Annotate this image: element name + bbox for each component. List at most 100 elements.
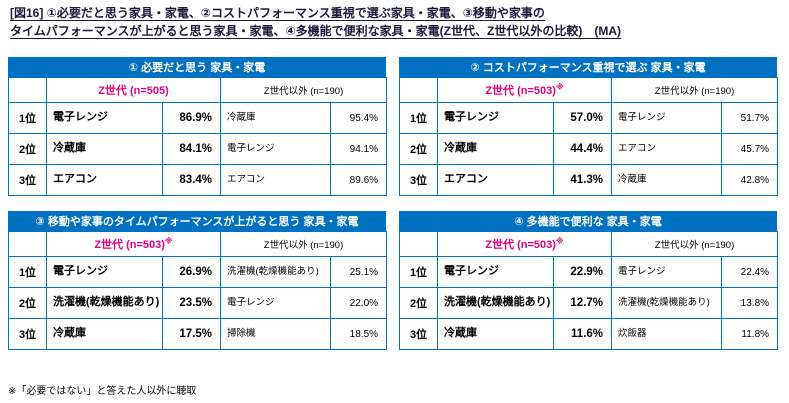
z-percent-cell: 22.9%: [552, 256, 613, 288]
other-item-cell: エアコン: [611, 133, 723, 165]
other-percent-cell: 95.4%: [330, 102, 388, 134]
z-generation-label: Z世代 (n=503): [485, 239, 556, 251]
rank-cell: 2位: [399, 287, 438, 319]
table-3-grid: Z世代 (n=503)※ Z世代以外 (n=190) 1位 電子レンジ 26.9…: [8, 231, 388, 350]
z-percent-cell: 86.9%: [161, 102, 222, 134]
z-percent-cell: 17.5%: [161, 318, 222, 350]
other-item-cell: 電子レンジ: [220, 133, 332, 165]
other-item-cell: 電子レンジ: [611, 102, 723, 134]
non-z-generation-header: Z世代以外 (n=190): [611, 77, 779, 103]
z-item-cell: 冷蔵庫: [46, 133, 163, 165]
table-row: 2位 冷蔵庫 44.4% エアコン 45.7%: [399, 133, 779, 165]
z-percent-cell: 83.4%: [161, 164, 222, 196]
column-header-row: Z世代 (n=503)※ Z世代以外 (n=190): [399, 231, 779, 257]
other-percent-cell: 45.7%: [721, 133, 779, 165]
survey-footnote: ※「必要ではない」と答えた人以外に聴取: [8, 386, 197, 397]
z-percent-cell: 11.6%: [552, 318, 613, 350]
rank-cell: 3位: [399, 318, 438, 350]
z-generation-header: Z世代 (n=505): [45, 77, 222, 103]
table-row: 3位 エアコン 41.3% 冷蔵庫 42.8%: [399, 164, 779, 196]
z-item-cell: 電子レンジ: [46, 102, 163, 134]
other-percent-cell: 51.7%: [721, 102, 779, 134]
other-percent-cell: 94.1%: [330, 133, 388, 165]
other-percent-cell: 11.8%: [721, 318, 779, 350]
z-item-cell: 冷蔵庫: [437, 318, 554, 350]
table-1-title: ① 必要だと思う 家具・家電: [8, 57, 386, 77]
table-2-grid: Z世代 (n=503)※ Z世代以外 (n=190) 1位 電子レンジ 57.0…: [399, 77, 779, 196]
table-3-title: ③ 移動や家事のタイムパフォーマンスが上がると思う 家具・家電: [8, 211, 386, 231]
z-generation-label: Z世代 (n=505): [98, 85, 169, 97]
rank-cell: 3位: [8, 164, 47, 196]
z-generation-label: Z世代 (n=503): [94, 239, 165, 251]
z-percent-cell: 26.9%: [161, 256, 222, 288]
table-time-performance: ③ 移動や家事のタイムパフォーマンスが上がると思う 家具・家電 Z世代 (n=5…: [8, 211, 388, 350]
table-multifunction: ④ 多機能で便利な 家具・家電 Z世代 (n=503)※ Z世代以外 (n=19…: [399, 211, 779, 350]
z-item-cell: 洗濯機(乾燥機能あり): [46, 287, 163, 319]
z-item-cell: 電子レンジ: [46, 256, 163, 288]
blank-cell: [399, 231, 438, 257]
z-percent-cell: 23.5%: [161, 287, 222, 319]
non-z-generation-header: Z世代以外 (n=190): [220, 231, 388, 257]
table-row: 3位 冷蔵庫 11.6% 炊飯器 11.8%: [399, 318, 779, 350]
z-generation-header: Z世代 (n=503)※: [45, 231, 222, 257]
column-header-row: Z世代 (n=503)※ Z世代以外 (n=190): [399, 77, 779, 103]
table-row: 2位 冷蔵庫 84.1% 電子レンジ 94.1%: [8, 133, 388, 165]
other-item-cell: 電子レンジ: [220, 287, 332, 319]
table-row: 2位 洗濯機(乾燥機能あり) 12.7% 洗濯機(乾燥機能あり) 13.8%: [399, 287, 779, 319]
other-item-cell: 冷蔵庫: [611, 164, 723, 196]
table-row: 1位 電子レンジ 26.9% 洗濯機(乾燥機能あり) 25.1%: [8, 256, 388, 288]
other-percent-cell: 18.5%: [330, 318, 388, 350]
other-item-cell: 炊飯器: [611, 318, 723, 350]
table-row: 3位 エアコン 83.4% エアコン 89.6%: [8, 164, 388, 196]
figure-title: [図16] ①必要だと思う家具・家電、②コストパフォーマンス重視で選ぶ家具・家電…: [10, 6, 621, 38]
other-item-cell: 電子レンジ: [611, 256, 723, 288]
table-4-grid: Z世代 (n=503)※ Z世代以外 (n=190) 1位 電子レンジ 22.9…: [399, 231, 779, 350]
other-percent-cell: 25.1%: [330, 256, 388, 288]
other-item-cell: 掃除機: [220, 318, 332, 350]
table-row: 1位 電子レンジ 86.9% 冷蔵庫 95.4%: [8, 102, 388, 134]
column-header-row: Z世代 (n=505) Z世代以外 (n=190): [8, 77, 388, 103]
other-item-cell: 洗濯機(乾燥機能あり): [220, 256, 332, 288]
rank-cell: 2位: [8, 287, 47, 319]
rank-cell: 1位: [8, 102, 47, 134]
rank-cell: 3位: [8, 318, 47, 350]
z-item-cell: 冷蔵庫: [437, 133, 554, 165]
z-percent-cell: 44.4%: [552, 133, 613, 165]
z-generation-label: Z世代 (n=503): [485, 85, 556, 97]
z-percent-cell: 41.3%: [552, 164, 613, 196]
rank-cell: 3位: [399, 164, 438, 196]
other-item-cell: 洗濯機(乾燥機能あり): [611, 287, 723, 319]
z-item-cell: 冷蔵庫: [46, 318, 163, 350]
non-z-generation-header: Z世代以外 (n=190): [220, 77, 388, 103]
z-item-cell: エアコン: [46, 164, 163, 196]
z-generation-header: Z世代 (n=503)※: [436, 231, 613, 257]
rank-cell: 1位: [399, 256, 438, 288]
z-item-cell: 洗濯機(乾燥機能あり): [437, 287, 554, 319]
table-row: 3位 冷蔵庫 17.5% 掃除機 18.5%: [8, 318, 388, 350]
z-percent-cell: 57.0%: [552, 102, 613, 134]
other-percent-cell: 13.8%: [721, 287, 779, 319]
table-2-title: ② コストパフォーマンス重視で選ぶ 家具・家電: [399, 57, 777, 77]
other-item-cell: 冷蔵庫: [220, 102, 332, 134]
footnote-marker: ※: [555, 82, 564, 92]
table-4-title: ④ 多機能で便利な 家具・家電: [399, 211, 777, 231]
blank-cell: [8, 231, 47, 257]
other-percent-cell: 22.4%: [721, 256, 779, 288]
other-percent-cell: 89.6%: [330, 164, 388, 196]
z-generation-header: Z世代 (n=503)※: [436, 77, 613, 103]
other-percent-cell: 42.8%: [721, 164, 779, 196]
non-z-generation-header: Z世代以外 (n=190): [611, 231, 779, 257]
column-header-row: Z世代 (n=503)※ Z世代以外 (n=190): [8, 231, 388, 257]
footnote-marker: ※: [555, 236, 564, 246]
footnote-marker: ※: [164, 236, 173, 246]
z-item-cell: 電子レンジ: [437, 102, 554, 134]
z-percent-cell: 84.1%: [161, 133, 222, 165]
other-percent-cell: 22.0%: [330, 287, 388, 319]
table-1-grid: Z世代 (n=505) Z世代以外 (n=190) 1位 電子レンジ 86.9%…: [8, 77, 388, 196]
table-cost-performance: ② コストパフォーマンス重視で選ぶ 家具・家電 Z世代 (n=503)※ Z世代…: [399, 57, 779, 196]
rank-cell: 2位: [8, 133, 47, 165]
table-row: 1位 電子レンジ 57.0% 電子レンジ 51.7%: [399, 102, 779, 134]
table-necessary-appliances: ① 必要だと思う 家具・家電 Z世代 (n=505) Z世代以外 (n=190)…: [8, 57, 388, 196]
z-percent-cell: 12.7%: [552, 287, 613, 319]
other-item-cell: エアコン: [220, 164, 332, 196]
